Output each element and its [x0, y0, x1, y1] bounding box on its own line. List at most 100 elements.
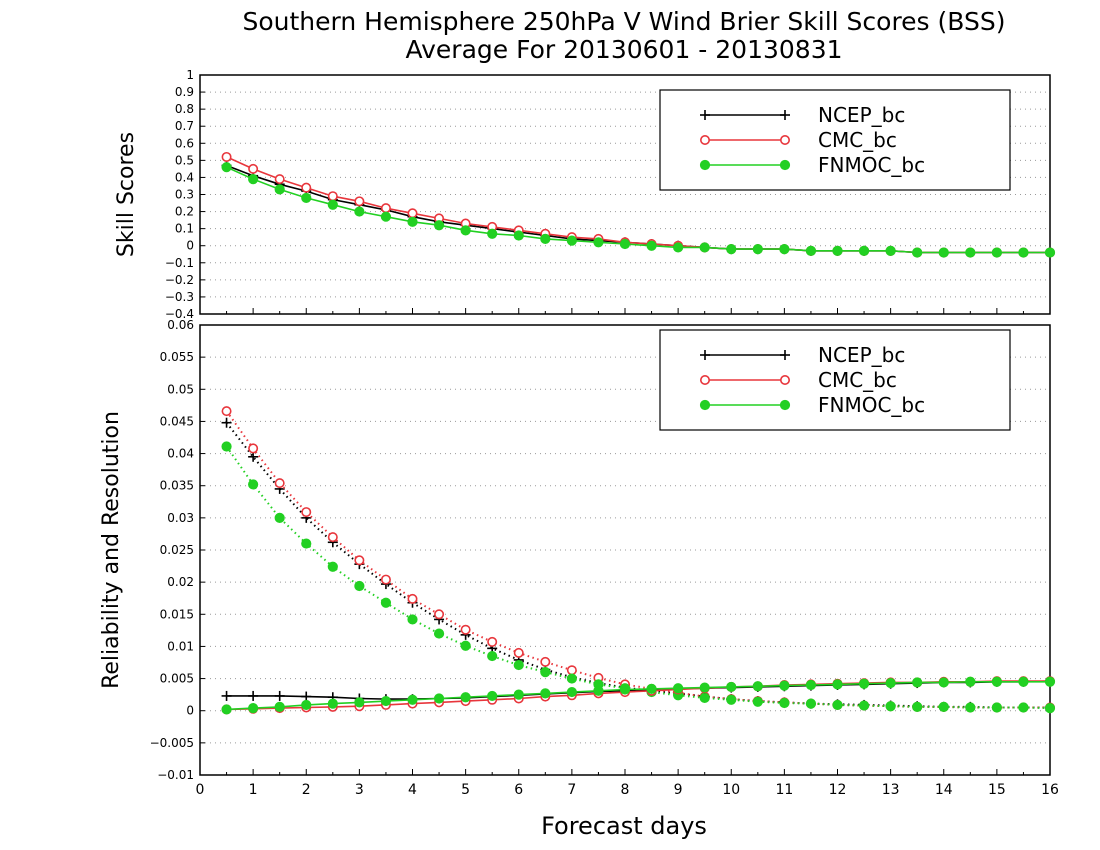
data-point-FNMOC_bc	[726, 681, 737, 693]
y-tick-label: 0.3	[175, 188, 194, 202]
x-tick-label: 8	[621, 782, 630, 798]
data-point-FNMOC_bc	[619, 238, 631, 250]
y-tick-label: −0.3	[165, 290, 194, 304]
x-tick-label: 6	[514, 782, 523, 798]
series-line-NCEP_bc-reliability	[226, 680, 1051, 700]
legend-marker	[699, 159, 711, 171]
data-point-FNMOC_bc	[938, 701, 949, 712]
data-point-FNMOC_bc	[327, 561, 338, 572]
data-point-FNMOC_bc	[221, 162, 232, 173]
data-point-FNMOC_bc	[858, 700, 870, 711]
data-point-FNMOC_bc	[593, 237, 604, 248]
data-point-FNMOC_bc	[301, 192, 312, 204]
y-tick-label: 0.9	[175, 85, 194, 99]
data-point-FNMOC_bc	[513, 230, 524, 241]
data-point-FNMOC_bc	[912, 677, 923, 688]
data-point-FNMOC_bc	[407, 614, 418, 625]
plot-frame	[199, 74, 1051, 315]
legend-label: CMC_bc	[818, 368, 897, 392]
x-tick-label: 16	[1041, 782, 1059, 798]
y-tick-label: 0.025	[160, 543, 194, 557]
data-point-FNMOC_bc	[301, 699, 312, 711]
data-point-FNMOC_bc	[566, 673, 577, 684]
data-point-FNMOC_bc	[1044, 676, 1056, 687]
data-point-FNMOC_bc	[673, 683, 684, 694]
data-point-FNMOC_bc	[832, 245, 843, 256]
data-point-FNMOC_bc	[540, 688, 551, 699]
data-point-FNMOC_bc	[912, 247, 923, 258]
data-point-FNMOC_bc	[407, 216, 418, 227]
y-tick-label: 0.05	[167, 382, 194, 396]
data-point-NCEP_bc	[274, 690, 285, 701]
data-point-CMC_bc	[274, 174, 285, 185]
data-point-FNMOC_bc	[805, 679, 817, 691]
y-tick-label: 0.1	[175, 222, 194, 236]
y-axis-label: Skill Scores	[114, 132, 139, 257]
y-tick-label: 0.6	[175, 136, 194, 150]
data-point-FNMOC_bc	[912, 701, 923, 712]
data-point-FNMOC_bc	[699, 682, 710, 693]
x-tick-label: 10	[722, 782, 740, 798]
y-tick-label: 0.06	[167, 318, 194, 332]
data-point-CMC_bc	[327, 532, 338, 543]
data-point-FNMOC_bc	[248, 703, 259, 714]
data-point-FNMOC_bc	[1018, 247, 1029, 258]
legend-label: NCEP_bc	[818, 103, 905, 127]
y-tick-label: −0.4	[165, 307, 194, 321]
data-point-FNMOC_bc	[646, 683, 657, 694]
data-point-FNMOC_bc	[460, 640, 471, 651]
data-point-CMC_bc	[301, 507, 312, 518]
data-point-CMC_bc	[513, 647, 524, 658]
data-point-CMC_bc	[407, 593, 418, 604]
y-tick-label: 0.035	[160, 479, 194, 493]
data-point-FNMOC_bc	[938, 677, 949, 688]
y-tick-label: 0.8	[175, 102, 194, 116]
data-point-FNMOC_bc	[885, 701, 896, 712]
y-tick-label: −0.1	[165, 256, 194, 270]
legend-marker	[700, 110, 710, 120]
data-point-FNMOC_bc	[965, 702, 976, 713]
chart-title-line1: Southern Hemisphere 250hPa V Wind Brier …	[243, 7, 1006, 36]
data-point-FNMOC_bc	[433, 628, 445, 639]
x-tick-label: 4	[408, 782, 417, 798]
skill-scores-panel: −0.4 −0.3 −0.2 −0.1 0 0.1 0.2 0.3 0.4 0.5 0.6 0.7 0.…	[114, 68, 1056, 321]
data-point-FNMOC_bc	[540, 233, 551, 244]
y-tick-label: 0.02	[167, 575, 194, 589]
data-point-FNMOC_bc	[460, 225, 471, 236]
x-tick-label: 12	[829, 782, 847, 798]
data-point-CMC_bc	[354, 555, 365, 566]
data-point-FNMOC_bc	[433, 220, 445, 231]
data-point-FNMOC_bc	[779, 244, 790, 255]
data-point-FNMOC_bc	[779, 697, 790, 709]
data-point-FNMOC_bc	[619, 684, 631, 695]
data-point-FNMOC_bc	[380, 695, 392, 707]
y-tick-label: 0.055	[160, 350, 194, 364]
series-line-CMC_bc-reliability	[226, 680, 1050, 711]
data-point-FNMOC_bc	[327, 698, 338, 709]
legend-marker	[700, 350, 710, 360]
data-point-FNMOC_bc	[407, 694, 418, 705]
legend-marker	[699, 135, 710, 146]
y-tick-label: 0.03	[167, 511, 194, 525]
data-point-CMC_bc	[274, 478, 285, 489]
chart-title-line2: Average For 20130601 - 20130831	[405, 35, 842, 64]
data-point-FNMOC_bc	[1044, 703, 1056, 714]
data-point-CMC_bc	[221, 151, 232, 162]
data-point-FNMOC_bc	[858, 678, 870, 689]
data-point-CMC_bc	[327, 191, 338, 202]
reliability-resolution-panel: −0.01 −0.005 0 0.005 0.01 0.015 0.02 0.025 0.03 0…	[99, 318, 1059, 798]
data-point-FNMOC_bc	[1018, 676, 1029, 687]
data-point-FNMOC_bc	[673, 242, 684, 253]
data-point-CMC_bc	[487, 636, 498, 647]
data-point-FNMOC_bc	[991, 247, 1002, 258]
data-point-FNMOC_bc	[938, 247, 949, 258]
data-point-FNMOC_bc	[274, 512, 285, 523]
data-point-FNMOC_bc	[380, 211, 392, 222]
data-point-FNMOC_bc	[832, 679, 843, 690]
y-tick-label: 0.04	[167, 447, 194, 461]
y-tick-label: −0.01	[157, 768, 194, 782]
data-point-CMC_bc	[434, 609, 445, 620]
data-point-FNMOC_bc	[646, 240, 657, 251]
